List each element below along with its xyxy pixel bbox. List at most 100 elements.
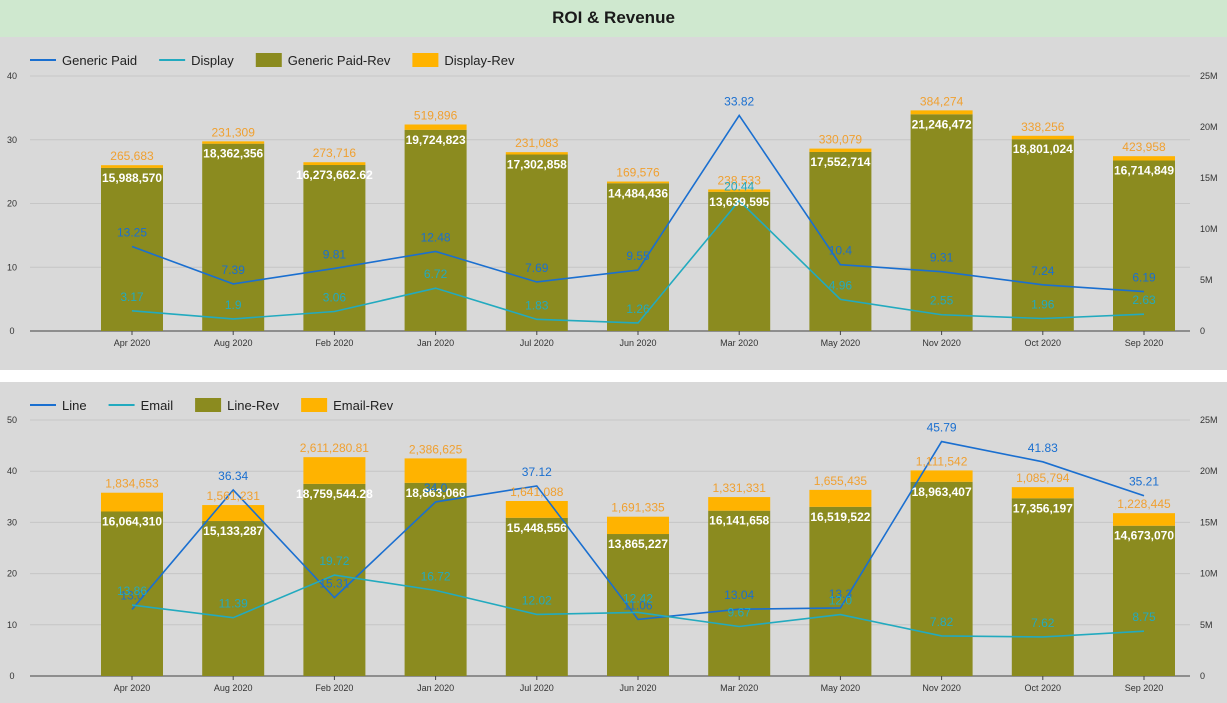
bar-display-rev [1113,156,1175,161]
line-data-label: 7.82 [930,615,954,629]
legend-swatch-box [255,53,282,67]
series-line-display [131,199,1145,324]
y-right-tick-label: 15M [1200,517,1218,527]
legend-label: Line [62,398,87,413]
line-data-label: 7.39 [222,263,246,277]
line-data-label: 9.67 [728,605,752,619]
x-tick-label: May 2020 [821,338,861,348]
bar-a-data-label: 16,141,658 [709,514,769,528]
bar-b-data-label: 2,386,625 [409,442,463,456]
bar-b-data-label: 330,079 [819,133,863,147]
line-data-label: 1.26 [626,302,650,316]
line-data-label: 7.62 [1031,616,1055,630]
y-right-tick-label: 0 [1200,671,1205,681]
line-data-label: 37.12 [522,465,552,479]
bar-generic-paid-rev [303,165,366,331]
bar-line-rev [101,511,163,676]
series-line-line [131,440,1145,621]
x-tick-label: Aug 2020 [214,683,253,693]
x-tick-label: Mar 2020 [720,338,758,348]
y-right-tick-label: 20M [1200,466,1218,476]
bar-b-data-label: 1,641,088 [510,485,564,499]
bar-a-data-label: 14,673,070 [1114,529,1174,543]
bar-b-data-label: 169,576 [616,166,660,180]
y-right-tick-label: 10M [1200,569,1218,579]
bar-email-rev [1011,487,1074,499]
line-data-label: 2.55 [930,294,954,308]
bar-a-data-label: 13,639,595 [709,195,769,209]
bar-b-data-label: 1,655,435 [814,474,868,488]
y-right-tick-label: 20M [1200,122,1218,132]
bar-generic-paid-rev [202,143,265,331]
x-tick-label: Feb 2020 [315,338,353,348]
y-left-tick-label: 40 [7,71,17,81]
bar-email-rev [910,470,973,482]
x-tick-label: Jul 2020 [520,683,554,693]
y-right-tick-label: 25M [1200,415,1218,425]
bar-generic-paid-rev [1011,139,1074,331]
line-data-label: 11.39 [219,597,248,611]
bar-b-data-label: 1,331,331 [713,481,767,495]
bar-a-data-label: 14,484,436 [608,186,668,200]
line-data-label: 10.4 [829,244,853,258]
bar-email-rev [303,457,366,484]
bar-display-rev [910,110,973,115]
line-data-label: 3.17 [120,290,144,304]
bar-a-data-label: 17,356,197 [1013,501,1073,515]
legend-label: Line-Rev [227,398,280,413]
bar-b-data-label: 519,896 [414,109,458,123]
bar-display-rev [607,181,669,184]
bar-b-data-label: 338,256 [1021,120,1065,134]
bar-line-rev [202,521,265,676]
line-data-label: 8.75 [1132,610,1156,624]
line-data-label: 1.96 [1031,298,1055,312]
x-tick-label: Jan 2020 [417,683,454,693]
line-data-label: 12.48 [421,230,451,244]
roi-revenue-chart-1: 0 10 20 30 40 0 5M 10M 15M 20M 25M Apr 2020 Aug 2020… [0,37,1227,370]
y-left-tick-label: 10 [7,620,17,630]
bar-line-rev [910,481,973,676]
bar-display-rev [303,162,366,166]
bar-b-data-label: 231,309 [212,125,256,139]
bar-b-data-label: 238,533 [718,173,762,187]
line-data-label: 12.02 [522,593,552,607]
line-data-label: 6.19 [1132,271,1156,285]
bar-email-rev [809,489,872,507]
bar-line-rev [1113,525,1175,676]
line-data-label: 9.81 [323,247,347,261]
line-data-label: 9.55 [626,249,650,263]
bar-display-rev [708,189,771,192]
series-line-email [131,574,1145,638]
y-right-tick-label: 10M [1200,224,1218,234]
bar-b-data-label: 1,834,653 [105,477,159,491]
line-data-label: 9.31 [930,251,954,265]
bar-generic-paid-rev [607,183,669,331]
line-data-label: 34.0 [424,481,448,495]
bar-b-data-label: 1,111,542 [916,454,968,468]
y-right-tick-label: 25M [1200,71,1218,81]
y-left-tick-label: 0 [9,671,14,681]
bar-generic-paid-rev [809,151,872,331]
x-tick-label: Jun 2020 [619,683,656,693]
y-left-tick-label: 50 [7,415,17,425]
bar-line-rev [404,482,467,676]
bar-line-rev [809,506,872,676]
chart-1-svg: 0 10 20 30 40 0 5M 10M 15M 20M 25M Apr 2020 Aug 2020… [7,53,1218,348]
bar-display-rev [101,165,163,168]
bar-generic-paid-rev [1113,160,1175,331]
bar-generic-paid-rev [910,114,973,332]
line-data-label: 15.31 [319,577,349,591]
x-tick-label: Apr 2020 [114,338,151,348]
y-left-tick-label: 30 [7,135,17,145]
bar-generic-paid-rev [101,167,163,331]
legend-label: Generic Paid [62,53,137,68]
y-right-tick-label: 15M [1200,173,1218,183]
line-data-label: 6.72 [424,267,448,281]
series-line-generic-paid [131,113,1145,293]
line-data-label: 16.72 [421,569,451,583]
line-data-label: 1.83 [525,298,549,312]
line-data-label: 3.06 [323,290,347,304]
y-left-tick-label: 10 [7,262,17,272]
bar-a-data-label: 15,988,570 [102,171,162,185]
bar-line-rev [708,510,771,676]
